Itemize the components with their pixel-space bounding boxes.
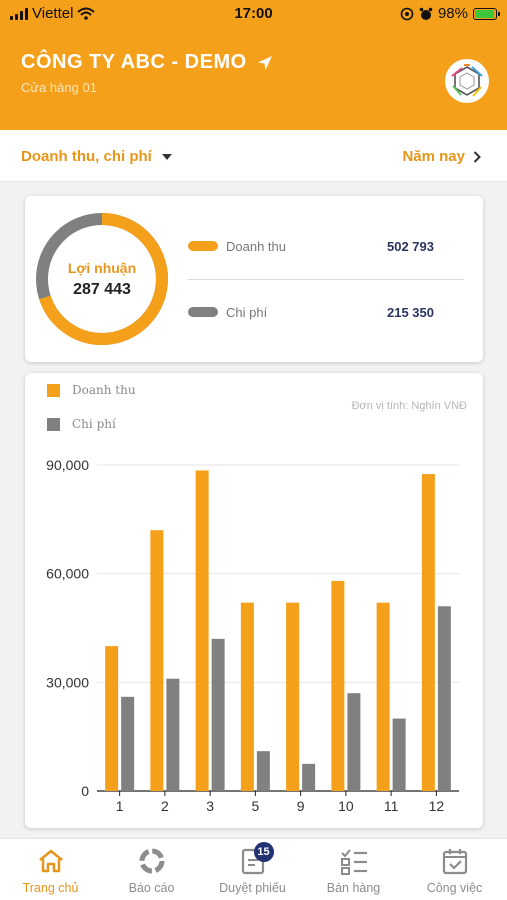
carrier-name: Viettel xyxy=(32,5,74,22)
alarm-icon xyxy=(419,7,433,20)
metric-dropdown[interactable]: Doanh thu, chi phí xyxy=(21,148,172,165)
chevron-right-icon xyxy=(473,150,481,163)
y-tick-label: 30,000 xyxy=(46,674,89,690)
revenue-label: Doanh thu xyxy=(226,238,286,254)
cost-legend-row: Chi phí 215 350 xyxy=(188,302,464,322)
x-tick-label: 11 xyxy=(384,798,399,814)
bar-cost[interactable] xyxy=(392,718,406,791)
battery-percent: 98% xyxy=(437,5,468,22)
x-tick-label: 1 xyxy=(116,798,124,814)
x-tick-label: 10 xyxy=(338,798,354,814)
summary-divider xyxy=(188,279,464,280)
tab-sales-label: Bán hàng xyxy=(326,881,381,895)
battery-icon xyxy=(473,7,500,20)
tab-approve-label: Duyệt phiếu xyxy=(219,881,286,895)
bar-revenue[interactable] xyxy=(240,602,254,791)
period-selector[interactable]: Năm nay xyxy=(402,148,481,165)
bar-cost[interactable] xyxy=(437,606,451,791)
revenue-legend-row: Doanh thu 502 793 xyxy=(188,236,464,256)
tab-tasks-label: Công việc xyxy=(426,881,483,895)
status-bar: Viettel 17:00 98% xyxy=(0,0,507,28)
caret-down-icon xyxy=(161,153,172,160)
tab-report-label: Báo cáo xyxy=(128,881,175,895)
bar-cost[interactable] xyxy=(211,638,225,791)
y-tick-label: 60,000 xyxy=(46,566,89,582)
bar-cost[interactable] xyxy=(347,693,361,791)
filter-bar: Doanh thu, chi phí Năm nay xyxy=(0,130,507,182)
x-tick-label: 9 xyxy=(297,798,305,814)
company-name: CÔNG TY ABC - DEMO xyxy=(21,51,247,73)
bar-cost[interactable] xyxy=(256,751,270,791)
tab-sales[interactable]: Bán hàng xyxy=(303,839,404,900)
app-header: Viettel 17:00 98% CÔNG TY ABC - DEMO xyxy=(0,0,507,130)
donut-revenue-arc xyxy=(36,213,168,345)
y-tick-label: 90,000 xyxy=(46,457,89,473)
tab-home[interactable]: Trang chủ xyxy=(0,839,101,900)
tab-approve[interactable]: 15 Duyệt phiếu xyxy=(202,839,303,900)
bar-revenue[interactable] xyxy=(421,474,435,791)
bar-cost[interactable] xyxy=(121,696,135,791)
bar-revenue[interactable] xyxy=(286,602,300,791)
metric-label: Doanh thu, chi phí xyxy=(21,148,152,165)
report-icon xyxy=(136,845,168,877)
bar-revenue[interactable] xyxy=(195,470,209,791)
bar-revenue[interactable] xyxy=(105,646,119,791)
revenue-value: 502 793 xyxy=(387,238,434,254)
period-label: Năm nay xyxy=(402,148,465,165)
status-right: 98% xyxy=(400,5,500,22)
status-time: 17:00 xyxy=(234,5,273,22)
donut-center: Lợi nhuận 287 443 xyxy=(34,211,170,347)
store-name: Cửa hàng 01 xyxy=(21,80,97,95)
company-selector[interactable]: CÔNG TY ABC - DEMO xyxy=(21,51,273,74)
tab-report[interactable]: Báo cáo xyxy=(101,839,202,900)
status-left: Viettel xyxy=(10,5,96,22)
home-icon xyxy=(35,845,67,877)
cost-value: 215 350 xyxy=(387,304,434,320)
company-logo-icon xyxy=(451,64,483,97)
bar-revenue[interactable] xyxy=(376,602,390,791)
cost-label: Chi phí xyxy=(226,304,268,320)
location-arrow-icon xyxy=(257,55,272,70)
bar-chart-card: Doanh thu Chi phí Đơn vị tính: Nghìn VNĐ… xyxy=(25,373,483,828)
profit-label: Lợi nhuận xyxy=(67,259,137,276)
legend-cost-swatch xyxy=(47,417,60,431)
x-tick-label: 5 xyxy=(251,798,259,814)
bar-cost[interactable] xyxy=(166,678,180,791)
bottom-tab-bar: Trang chủ Báo cáo 15 Duyệt phiếu xyxy=(0,838,507,900)
legend-cost-label: Chi phí xyxy=(72,417,116,431)
legend-revenue-swatch xyxy=(47,383,60,397)
x-tick-label: 2 xyxy=(161,798,169,814)
orientation-lock-icon xyxy=(400,7,414,20)
avatar[interactable] xyxy=(445,59,489,103)
bar-cost[interactable] xyxy=(302,763,316,791)
approve-badge: 15 xyxy=(253,842,274,862)
bar-revenue[interactable] xyxy=(331,580,345,791)
unit-note: Đơn vị tính: Nghìn VNĐ xyxy=(351,400,467,412)
y-tick-label: 0 xyxy=(81,783,89,799)
calendar-icon xyxy=(439,845,471,877)
x-tick-label: 12 xyxy=(429,798,445,814)
revenue-swatch xyxy=(188,241,218,251)
summary-card: Lợi nhuận 287 443 Doanh thu 502 793 Chi … xyxy=(25,196,483,362)
signal-icon xyxy=(10,7,28,20)
wifi-icon xyxy=(77,7,96,20)
approve-icon: 15 xyxy=(237,842,274,877)
profit-donut-chart xyxy=(36,213,168,345)
legend-cost: Chi phí xyxy=(47,417,116,431)
tab-tasks[interactable]: Công việc xyxy=(404,839,505,900)
bar-revenue[interactable] xyxy=(150,530,164,791)
legend-revenue-label: Doanh thu xyxy=(72,383,136,397)
sales-icon xyxy=(338,845,370,877)
cost-swatch xyxy=(188,307,218,317)
legend-revenue: Doanh thu xyxy=(47,383,136,397)
profit-value: 287 443 xyxy=(73,280,131,298)
x-tick-label: 3 xyxy=(206,798,214,814)
tab-home-label: Trang chủ xyxy=(22,881,79,895)
